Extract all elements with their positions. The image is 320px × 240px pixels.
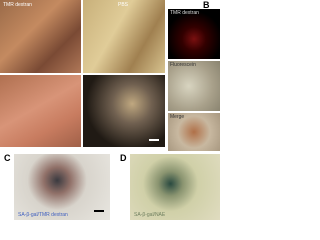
- label: SA-β-gal/NAE: [134, 212, 166, 218]
- image-c: [14, 154, 110, 220]
- label: TMR dextran: [170, 10, 199, 16]
- image-tmr-bottom: [0, 75, 81, 147]
- panel-letter: D: [120, 153, 127, 163]
- image-d: [130, 154, 220, 220]
- image-b2: [168, 61, 220, 111]
- image-tmr-top: [0, 0, 81, 73]
- label: Fluorescein: [170, 62, 196, 68]
- label: SA-β-gal/TMR dextran: [18, 212, 68, 218]
- scale-bar: [149, 139, 159, 141]
- panel-letter: B: [203, 0, 210, 10]
- label: PBS: [118, 2, 129, 8]
- image-pbs-top: [83, 0, 165, 73]
- scale-bar: [94, 210, 104, 212]
- label: TMR dextran: [3, 2, 32, 8]
- image-b1: [168, 9, 220, 59]
- label: Merge: [170, 114, 185, 120]
- image-b3: [168, 113, 220, 151]
- panel-letter: C: [4, 153, 11, 163]
- image-pbs-bottom: [83, 75, 165, 147]
- figure: TMR dextran PBS B TMR dextran Fluorescei…: [0, 0, 220, 220]
